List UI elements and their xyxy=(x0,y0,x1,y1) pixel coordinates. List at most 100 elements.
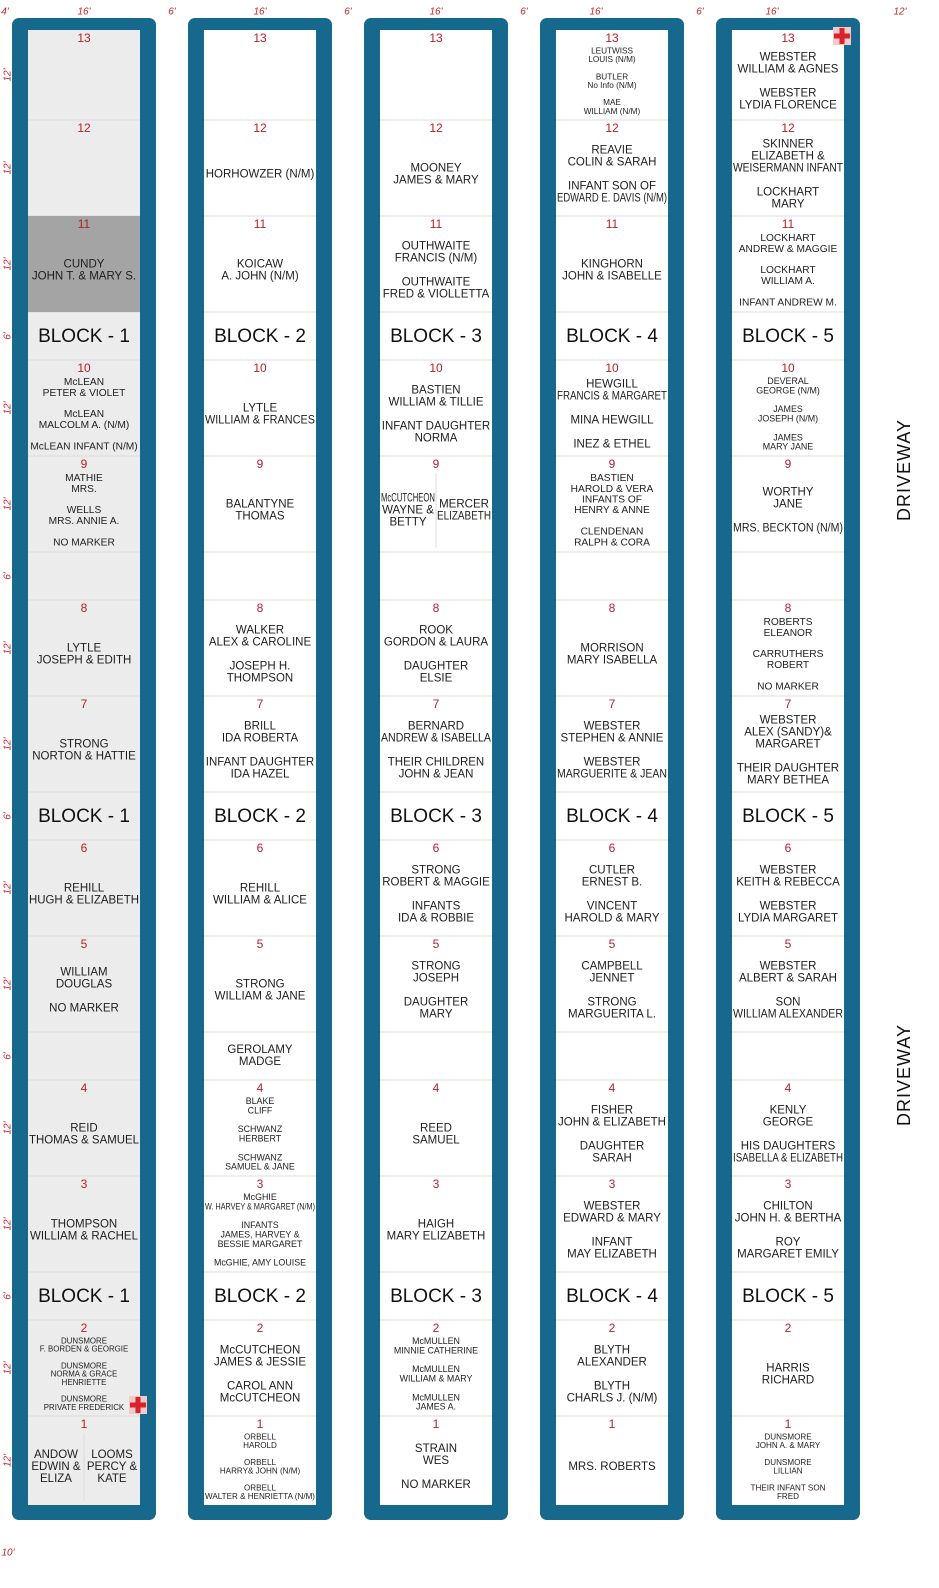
lot-number: 13 xyxy=(253,31,267,45)
burial-name: DOUGLAS xyxy=(56,979,113,991)
block-label: BLOCK - 5 xyxy=(742,806,834,827)
burial-name: WALKER xyxy=(236,625,284,637)
lot-number: 3 xyxy=(81,1177,88,1191)
burial-name: McCUTCHEON xyxy=(381,493,435,505)
burial-name: HAIGH xyxy=(418,1219,454,1231)
burial-name: SKINNER xyxy=(762,139,813,151)
burial-name: HORHOWZER (N/M) xyxy=(206,169,315,181)
block-label: BLOCK - 5 xyxy=(742,1286,834,1307)
burial-name: GEORGE xyxy=(763,1117,814,1129)
block-interior xyxy=(556,30,668,1505)
lot-number: 2 xyxy=(81,1321,88,1335)
block-label: BLOCK - 4 xyxy=(566,326,658,347)
lot-number: 12 xyxy=(77,121,91,135)
burial-name: MAE xyxy=(603,98,621,107)
burial-name: NO MARKER xyxy=(53,537,115,548)
burial-name: MARGUERITE & JEAN xyxy=(557,769,667,781)
lot-number: 12 xyxy=(429,121,443,135)
burial-name: CUNDY xyxy=(64,259,105,271)
lot-number: 6 xyxy=(609,841,616,855)
lot-number: 8 xyxy=(433,601,440,615)
burial-name: JOHN T. & MARY S. xyxy=(32,271,136,283)
burial-name: MERCER xyxy=(439,499,489,511)
lot-number: 8 xyxy=(785,601,792,615)
burial-name: NO MARKER xyxy=(757,681,819,692)
burial-name: WALTER & HENRIETTA (N/M) xyxy=(205,1492,315,1501)
burial-name: ELIZA xyxy=(40,1473,72,1485)
dimension-label: 10' xyxy=(1,1548,15,1559)
lot-number: 7 xyxy=(609,697,616,711)
burial-name: CLIFF xyxy=(248,1105,273,1115)
dimension-label: 12' xyxy=(3,880,14,894)
burial-name: ORBELL xyxy=(244,1458,276,1467)
burial-name: LOCKHART xyxy=(760,233,815,244)
burial-name: MARGARET xyxy=(755,739,820,751)
block-interior xyxy=(204,30,316,1505)
burial-name: WILLIAM xyxy=(60,967,107,979)
burial-name: RICHARD xyxy=(762,1375,814,1387)
dimension-label: 6' xyxy=(696,7,705,18)
burial-name: WORTHY xyxy=(763,487,814,499)
burial-name: MARY ISABELLA xyxy=(567,655,658,667)
burial-name: GEROLAMY xyxy=(227,1044,293,1056)
burial-name: CHILTON xyxy=(763,1201,812,1213)
lot-number: 4 xyxy=(81,1081,88,1095)
block-label: BLOCK - 3 xyxy=(390,806,482,827)
burial-name: GORDON & LAURA xyxy=(384,637,488,649)
burial-name: WEBSTER xyxy=(760,715,817,727)
dimension-label: 6' xyxy=(3,811,14,820)
driveway-label: DRIVEWAY xyxy=(894,419,914,521)
burial-name: DAUGHTER xyxy=(404,997,469,1009)
lot-number: 5 xyxy=(609,937,616,951)
lot-number: 10 xyxy=(429,361,443,375)
lot-number: 5 xyxy=(257,937,264,951)
burial-name: STRAIN xyxy=(415,1443,457,1455)
lot-number: 3 xyxy=(785,1177,792,1191)
burial-name: HARRY& JOHN (N/M) xyxy=(220,1466,301,1475)
burial-name: McCUTCHEON xyxy=(220,1345,301,1357)
lot-number: 6 xyxy=(81,841,88,855)
burial-name: NORMA xyxy=(415,433,458,445)
lot-number: 11 xyxy=(78,217,91,231)
burial-name: REHILL xyxy=(240,883,281,895)
burial-name: ANDREW & ISABELLA xyxy=(381,733,491,745)
lot-number: 1 xyxy=(785,1417,792,1431)
burial-name: SAMUEL xyxy=(412,1135,460,1147)
burial-name: JAMES A. xyxy=(416,1402,456,1412)
burial-name: LOCKHART xyxy=(760,265,815,276)
burial-name: MINNIE CATHERINE xyxy=(394,1345,478,1355)
lot-number: 7 xyxy=(785,697,792,711)
lot-number: 2 xyxy=(609,1321,616,1335)
burial-name: JENNET xyxy=(590,973,635,985)
burial-name: INFANT ANDREW M. xyxy=(739,297,837,308)
burial-name: HAROLD & MARY xyxy=(564,913,659,925)
burial-name: DUNSMORE xyxy=(61,1395,107,1404)
burial-name: No Info (N/M) xyxy=(587,81,636,90)
burial-name: RALPH & CORA xyxy=(574,537,650,548)
burial-name: JOHN & ISABELLE xyxy=(562,271,662,283)
burial-name: JOSEPH (N/M) xyxy=(758,414,818,424)
lot-number: 12 xyxy=(605,121,619,135)
burial-name: GEORGE (N/M) xyxy=(756,385,820,395)
burial-name: JAMES & JESSIE xyxy=(214,1357,306,1369)
burial-name: FRED & VIOLLETTA xyxy=(383,289,490,301)
burial-name: FISHER xyxy=(591,1105,633,1117)
burial-name: PRIVATE FREDERICK xyxy=(44,1403,125,1412)
lot-number: 4 xyxy=(785,1081,792,1095)
lot-number: 13 xyxy=(781,31,795,45)
burial-name: REED xyxy=(420,1123,452,1135)
burial-name: ELIZABETH xyxy=(437,511,491,523)
burial-name: WELLS xyxy=(67,505,102,516)
burial-name: MARGARET EMILY xyxy=(737,1249,839,1261)
burial-name: THOMPSON xyxy=(227,673,293,685)
block-label: BLOCK - 1 xyxy=(38,1286,130,1307)
dimension-label: 12' xyxy=(3,400,14,414)
burial-name: REAVIE xyxy=(591,145,633,157)
burial-name: INFANT SON OF xyxy=(568,181,656,193)
lot-number: 2 xyxy=(433,1321,440,1335)
burial-name: MARY xyxy=(419,1009,452,1021)
lot-number: 8 xyxy=(81,601,88,615)
burial-name: THEIR INFANT SON xyxy=(751,1483,826,1492)
driveway-label: DRIVEWAY xyxy=(894,1024,914,1126)
